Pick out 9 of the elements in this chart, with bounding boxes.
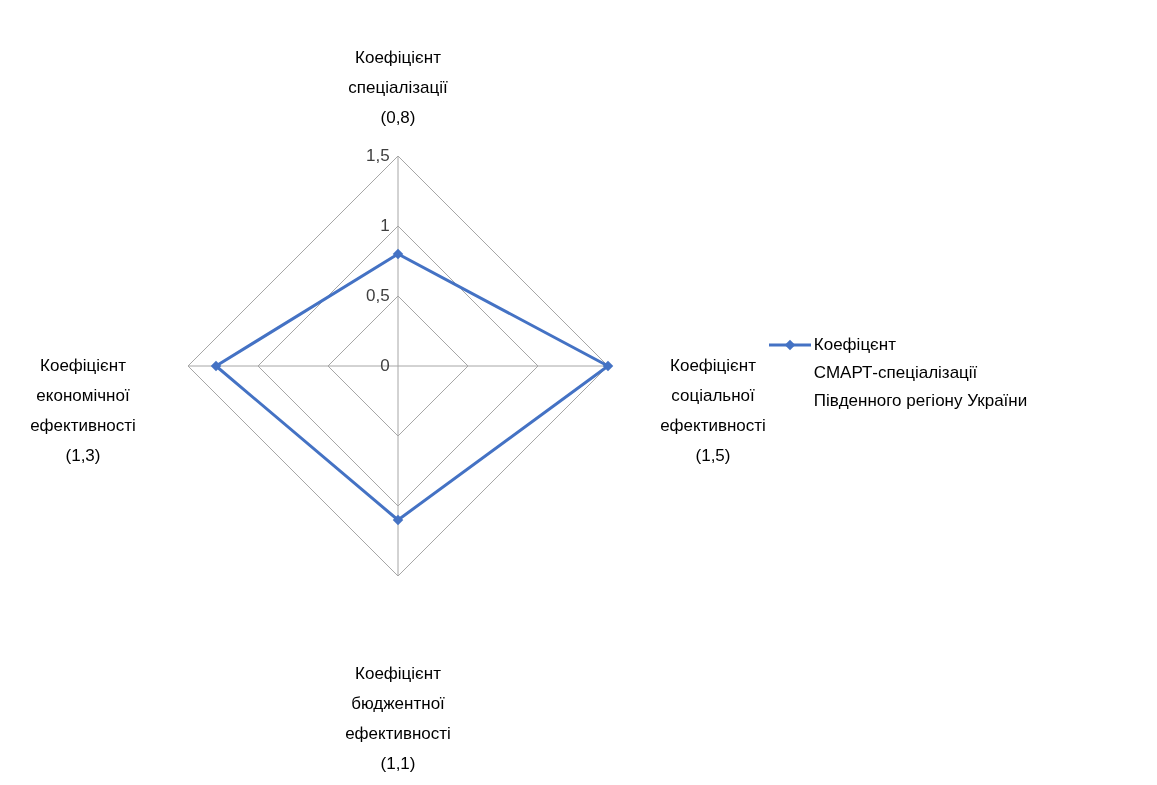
y-tick-label: 0	[380, 356, 390, 375]
legend-label: Коефіцєнт СМАРТ-спеціалізації Південного регіону України	[813, 335, 1028, 410]
y-tick-label: 1	[380, 216, 390, 235]
y-tick-label: 1,5	[365, 146, 390, 165]
spoke-label: Коефіцієнт бюджентної ефективності (1,1)	[345, 664, 451, 773]
y-tick-label: 0,5	[365, 286, 390, 305]
spoke-label: Коефіцієнт економічної ефективності (1,3)	[30, 356, 136, 465]
spoke-label: Коефіцієнт спеціалізації (0,8)	[348, 48, 448, 127]
spoke-label: Коефіцієнт соціальної ефективності (1,5)	[660, 356, 766, 465]
